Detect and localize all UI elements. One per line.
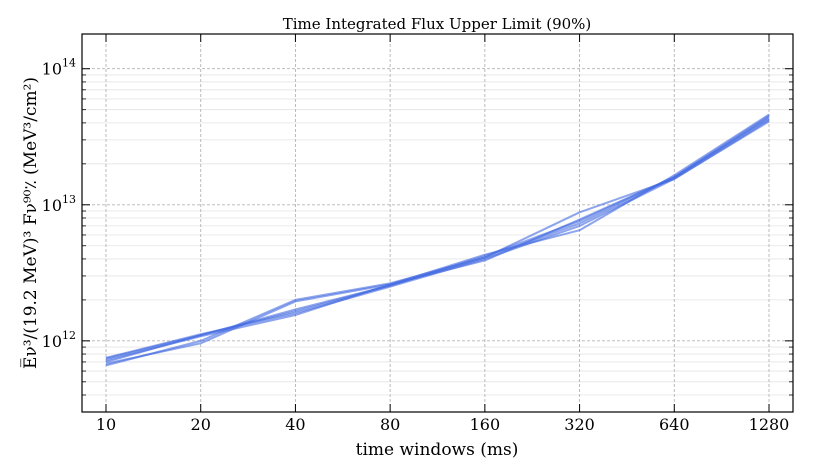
series-line-1 — [105, 116, 770, 360]
y-axis-label: E̅ν³/(19.2 MeV)³ Fν⁹⁰٪ (MeV³/cm²) — [20, 77, 41, 369]
series-lines — [105, 113, 770, 367]
x-tick-label: 320 — [564, 415, 595, 434]
x-tick-label: 40 — [285, 415, 305, 434]
x-tick-label: 1280 — [749, 415, 790, 434]
series-line-3 — [105, 119, 770, 359]
plot-frame — [81, 33, 794, 413]
series-line-6 — [105, 117, 770, 362]
axis-ticks: 1012 1013 1014 10 20 40 80 160 320 640 1280 — [42, 34, 793, 434]
x-tick-label: 640 — [659, 415, 690, 434]
series-line-2 — [105, 115, 770, 363]
x-tick-label: 80 — [380, 415, 400, 434]
series-line-5 — [105, 113, 770, 365]
x-axis-label: time windows (ms) — [356, 440, 519, 460]
y-tick-label: 1014 — [42, 57, 76, 79]
x-tick-label: 10 — [96, 415, 116, 434]
chart-title: Time Integrated Flux Upper Limit (90%) — [283, 15, 592, 33]
y-tick-label: 1012 — [42, 329, 76, 351]
series-line-4 — [105, 120, 770, 367]
grid — [82, 34, 793, 413]
x-tick-label: 160 — [470, 415, 501, 434]
x-tick-label: 20 — [191, 415, 211, 434]
y-tick-label: 1013 — [42, 193, 76, 215]
